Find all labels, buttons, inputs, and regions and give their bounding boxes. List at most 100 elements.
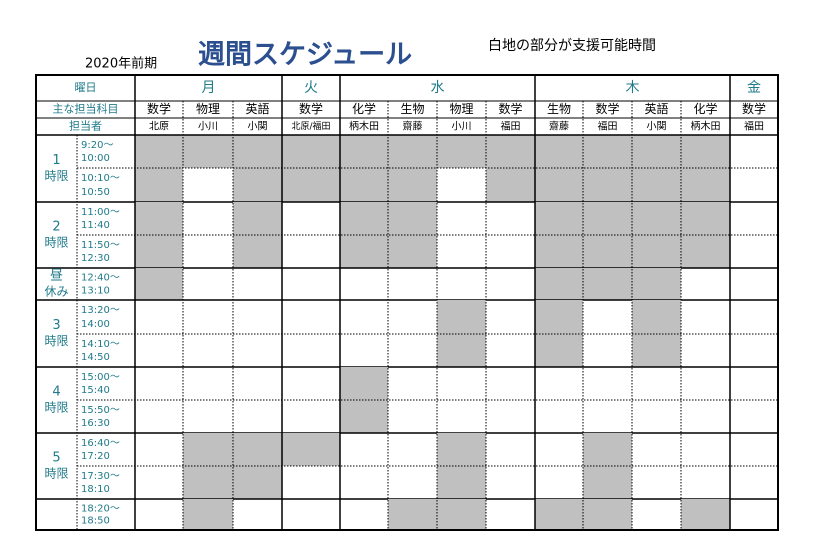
shaded-cell [135, 135, 183, 168]
shaded-cell [535, 268, 583, 300]
time: 15:50～ [81, 405, 120, 416]
shaded-cell [583, 235, 632, 268]
subject: 数学 [742, 101, 766, 116]
period-label: 2 [52, 220, 60, 235]
teacher: 齋藤 [403, 120, 423, 133]
period-label: 昼 [50, 269, 63, 284]
title: 週間スケジュール [198, 40, 412, 71]
shaded-cell [135, 235, 183, 268]
time: 17:30～ [81, 471, 120, 482]
shaded-cell [183, 135, 233, 168]
time: 15:40 [81, 385, 110, 396]
shaded-cell [233, 168, 282, 202]
subject: 数学 [595, 101, 619, 116]
time: 14:10～ [81, 339, 120, 350]
teacher: 福田 [598, 120, 618, 133]
day-name: 火 [304, 80, 318, 96]
shaded-cell [282, 168, 340, 202]
shaded-cell [233, 235, 282, 268]
period-label: 4 [52, 385, 60, 400]
shaded-cell [437, 499, 486, 530]
shaded-cell [583, 499, 632, 530]
time: 16:40～ [81, 438, 120, 449]
time: 13:20～ [81, 305, 120, 316]
shaded-cell [233, 466, 282, 499]
shaded-cell [632, 135, 681, 168]
period-sub: 時限 [44, 236, 68, 250]
time: 12:40～ [81, 273, 120, 284]
subject: 生物 [547, 102, 571, 116]
shaded-cell [233, 135, 282, 168]
subject: 生物 [400, 102, 424, 116]
time: 17:20 [81, 451, 110, 462]
shaded-cell [535, 135, 583, 168]
period-sub: 休み [44, 285, 68, 299]
subject: 化学 [693, 101, 717, 116]
time: 18:50 [81, 516, 110, 527]
shaded-cell [340, 400, 388, 433]
shaded-cell [340, 202, 388, 235]
shaded-cell [535, 499, 583, 530]
shaded-cell [183, 433, 233, 466]
shaded-cell [535, 235, 583, 268]
shaded-cell [583, 466, 632, 499]
time: 18:10 [81, 484, 110, 495]
shaded-cell [183, 499, 233, 530]
shaded-cell [681, 168, 730, 202]
shaded-cell [632, 300, 681, 334]
subject: 化学 [352, 101, 376, 116]
shaded-cell [388, 202, 437, 235]
time: 15:00～ [81, 372, 120, 383]
shaded-cell [535, 300, 583, 334]
time: 10:00 [81, 153, 110, 164]
shaded-cell [437, 300, 486, 334]
teacher: 齋藤 [549, 120, 569, 133]
subject: 数学 [147, 101, 171, 116]
shaded-cell [681, 235, 730, 268]
shaded-cell [632, 168, 681, 202]
shaded-cell [282, 135, 340, 168]
teacher: 柄木田 [691, 120, 721, 133]
shaded-cell [437, 135, 486, 168]
period-label: 5 [52, 451, 60, 466]
shaded-cell [437, 466, 486, 499]
shaded-cell [135, 168, 183, 202]
teacher: 柄木田 [349, 120, 379, 133]
shaded-cell [437, 433, 486, 466]
teacher: 福田 [744, 120, 764, 133]
shaded-cell [388, 499, 437, 530]
subject: 物理 [196, 102, 220, 116]
shaded-cell [340, 168, 388, 202]
period-sub: 時限 [44, 467, 68, 481]
shaded-cell [632, 268, 681, 300]
subject: 英語 [644, 101, 668, 116]
shaded-cell [340, 135, 388, 168]
teacher: 北原 [149, 121, 169, 133]
teacher: 小関 [248, 121, 268, 133]
shaded-cell [535, 168, 583, 202]
time: 10:50 [81, 187, 110, 198]
corner-subject: 主な担当科目 [53, 102, 119, 116]
time: 11:40 [81, 220, 110, 231]
term: 2020年前期 [85, 56, 157, 72]
period-sub: 時限 [44, 169, 68, 183]
shaded-cell [632, 235, 681, 268]
shaded-cell [681, 499, 730, 530]
shaded-cell [486, 135, 535, 168]
teacher: 小川 [452, 121, 472, 133]
time: 16:30 [81, 418, 110, 429]
time: 11:50～ [81, 240, 120, 251]
note: 白地の部分が支援可能時間 [488, 38, 656, 54]
day-name: 月 [202, 80, 216, 96]
time: 12:30 [81, 253, 110, 264]
table-border [35, 74, 779, 531]
time: 10:10～ [81, 173, 120, 184]
time: 14:00 [81, 319, 110, 330]
period-label: 3 [52, 318, 60, 333]
shaded-cell [388, 168, 437, 202]
shaded-cell [535, 334, 583, 367]
shaded-cell [583, 135, 632, 168]
shaded-cell [233, 433, 282, 466]
